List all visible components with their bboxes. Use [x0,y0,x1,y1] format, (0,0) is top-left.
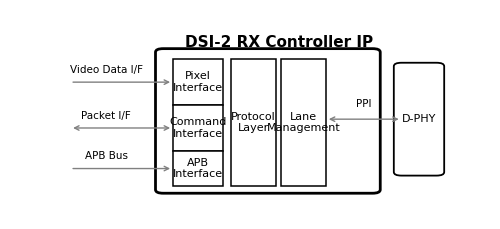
Text: Lane
Management: Lane Management [267,112,340,134]
FancyBboxPatch shape [394,63,444,176]
FancyBboxPatch shape [173,105,224,151]
Text: Packet I/F: Packet I/F [81,111,131,121]
Text: Video Data I/F: Video Data I/F [70,65,142,75]
Text: Command
Interface: Command Interface [170,117,227,139]
Text: APB
Interface: APB Interface [173,158,223,179]
FancyBboxPatch shape [282,59,326,186]
FancyBboxPatch shape [231,59,276,186]
FancyBboxPatch shape [156,49,380,193]
FancyBboxPatch shape [173,151,224,186]
Text: APB Bus: APB Bus [84,152,128,161]
Text: D-PHY: D-PHY [402,114,436,124]
Text: DSI-2 RX Controller IP: DSI-2 RX Controller IP [186,35,374,49]
Text: Pixel
Interface: Pixel Interface [173,71,223,93]
Text: Protocol
Layer: Protocol Layer [231,112,276,134]
Text: PPI: PPI [356,99,372,109]
FancyBboxPatch shape [173,59,224,105]
